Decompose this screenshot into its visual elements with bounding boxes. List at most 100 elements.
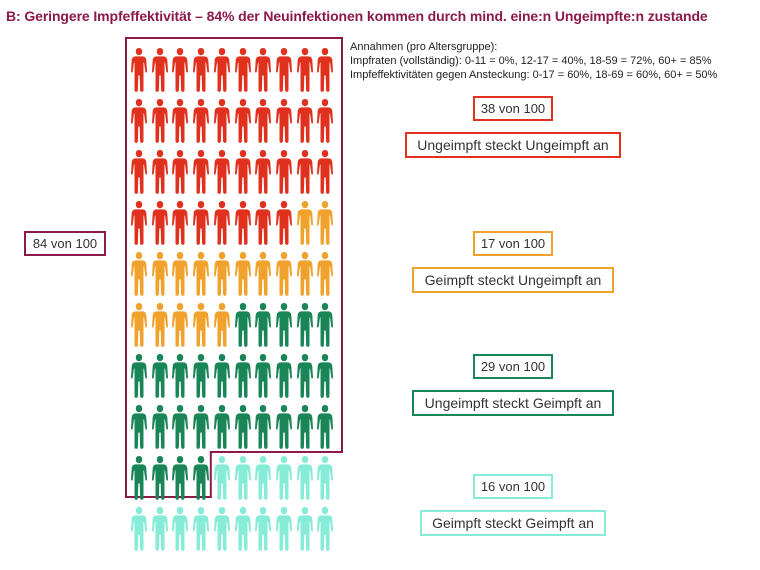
person-icon bbox=[151, 99, 168, 143]
person-icon bbox=[317, 405, 334, 449]
person-icon bbox=[255, 150, 272, 194]
person-icon bbox=[131, 354, 147, 398]
person-icon bbox=[234, 48, 251, 92]
person-icon bbox=[296, 456, 313, 500]
person-icon bbox=[317, 456, 334, 500]
person-icon bbox=[213, 99, 230, 143]
person-icon bbox=[234, 456, 251, 500]
total-count-label: 84 von 100 bbox=[24, 231, 106, 256]
person-icon bbox=[255, 507, 272, 551]
person-icon bbox=[275, 48, 292, 92]
person-icon bbox=[151, 252, 168, 296]
person-icon bbox=[131, 150, 147, 194]
person-icon bbox=[255, 252, 272, 296]
person-icon bbox=[317, 201, 334, 245]
outline-path bbox=[125, 37, 343, 498]
geimpft-steckt-geimpft-an-count: 16 von 100 bbox=[473, 474, 553, 499]
person-icon bbox=[255, 201, 272, 245]
person-icon bbox=[275, 150, 292, 194]
person-icon bbox=[172, 354, 189, 398]
person-icon bbox=[255, 48, 272, 92]
person-icon bbox=[193, 48, 210, 92]
person-icon bbox=[317, 507, 334, 551]
person-icon bbox=[131, 252, 147, 296]
page-title: B: Geringere Impfeffektivität – 84% der … bbox=[6, 8, 708, 24]
person-icon bbox=[172, 405, 189, 449]
geimpft-steckt-ungeimpft-an-count: 17 von 100 bbox=[473, 231, 553, 256]
ungeimpft-steckt-ungeimpft-an-count: 38 von 100 bbox=[473, 96, 553, 121]
person-icon bbox=[213, 456, 230, 500]
person-icon bbox=[151, 303, 168, 347]
person-icon bbox=[151, 48, 168, 92]
person-icon bbox=[317, 303, 334, 347]
person-icon bbox=[193, 507, 210, 551]
ungeimpft-steckt-geimpft-an-count: 29 von 100 bbox=[473, 354, 553, 379]
person-icon bbox=[275, 354, 292, 398]
person-icon bbox=[296, 303, 313, 347]
person-icon bbox=[255, 405, 272, 449]
person-icon bbox=[213, 303, 230, 347]
person-icon bbox=[193, 252, 210, 296]
person-icon bbox=[193, 456, 210, 500]
person-icon bbox=[296, 507, 313, 551]
person-icon bbox=[151, 405, 168, 449]
person-icon bbox=[172, 507, 189, 551]
person-icon bbox=[317, 252, 334, 296]
ungeimpft-steckt-geimpft-an-label: Ungeimpft steckt Geimpft an bbox=[412, 390, 614, 416]
person-icon bbox=[131, 48, 147, 92]
person-icon bbox=[131, 507, 147, 551]
person-icon bbox=[296, 252, 313, 296]
person-icon bbox=[131, 201, 147, 245]
person-icon bbox=[172, 456, 189, 500]
person-icon bbox=[131, 303, 147, 347]
person-icon bbox=[296, 354, 313, 398]
person-icon bbox=[193, 99, 210, 143]
person-icon bbox=[193, 150, 210, 194]
person-icon bbox=[234, 150, 251, 194]
person-icon bbox=[213, 252, 230, 296]
person-icon bbox=[151, 354, 168, 398]
person-icon bbox=[234, 405, 251, 449]
assumptions-effectiveness: Impfeffektivitäten gegen Ansteckung: 0-1… bbox=[350, 69, 718, 81]
person-icon bbox=[234, 354, 251, 398]
person-icon bbox=[255, 354, 272, 398]
person-icon bbox=[275, 201, 292, 245]
person-icon bbox=[151, 201, 168, 245]
geimpft-steckt-ungeimpft-an-label: Geimpft steckt Ungeimpft an bbox=[412, 267, 614, 293]
person-icon bbox=[275, 303, 292, 347]
person-icon bbox=[193, 303, 210, 347]
person-icon bbox=[213, 201, 230, 245]
person-icon bbox=[275, 99, 292, 143]
person-icon bbox=[151, 456, 168, 500]
assumptions-vaccination-rates: Impfraten (vollständig): 0-11 = 0%, 12-1… bbox=[350, 55, 712, 67]
person-icon bbox=[275, 252, 292, 296]
person-icon bbox=[296, 201, 313, 245]
assumptions-block: Annahmen (pro Altersgruppe): Impfraten (… bbox=[350, 40, 717, 82]
person-icon bbox=[275, 456, 292, 500]
person-icon bbox=[213, 354, 230, 398]
person-icon bbox=[172, 48, 189, 92]
person-icon bbox=[296, 405, 313, 449]
person-icon bbox=[172, 99, 189, 143]
person-icon bbox=[234, 303, 251, 347]
person-icon bbox=[213, 48, 230, 92]
person-icon bbox=[172, 201, 189, 245]
person-icon bbox=[234, 252, 251, 296]
person-icon bbox=[296, 48, 313, 92]
person-icon bbox=[255, 456, 272, 500]
person-icon bbox=[317, 150, 334, 194]
person-icon bbox=[193, 201, 210, 245]
person-icon bbox=[151, 507, 168, 551]
person-icon bbox=[131, 405, 147, 449]
assumptions-heading: Annahmen (pro Altersgruppe): bbox=[350, 41, 498, 53]
person-icon bbox=[193, 354, 210, 398]
person-icon bbox=[296, 150, 313, 194]
person-icon bbox=[213, 150, 230, 194]
person-icon bbox=[275, 405, 292, 449]
person-icon bbox=[213, 507, 230, 551]
person-icon bbox=[151, 150, 168, 194]
person-icon bbox=[317, 99, 334, 143]
person-icon bbox=[172, 150, 189, 194]
person-icon bbox=[172, 303, 189, 347]
